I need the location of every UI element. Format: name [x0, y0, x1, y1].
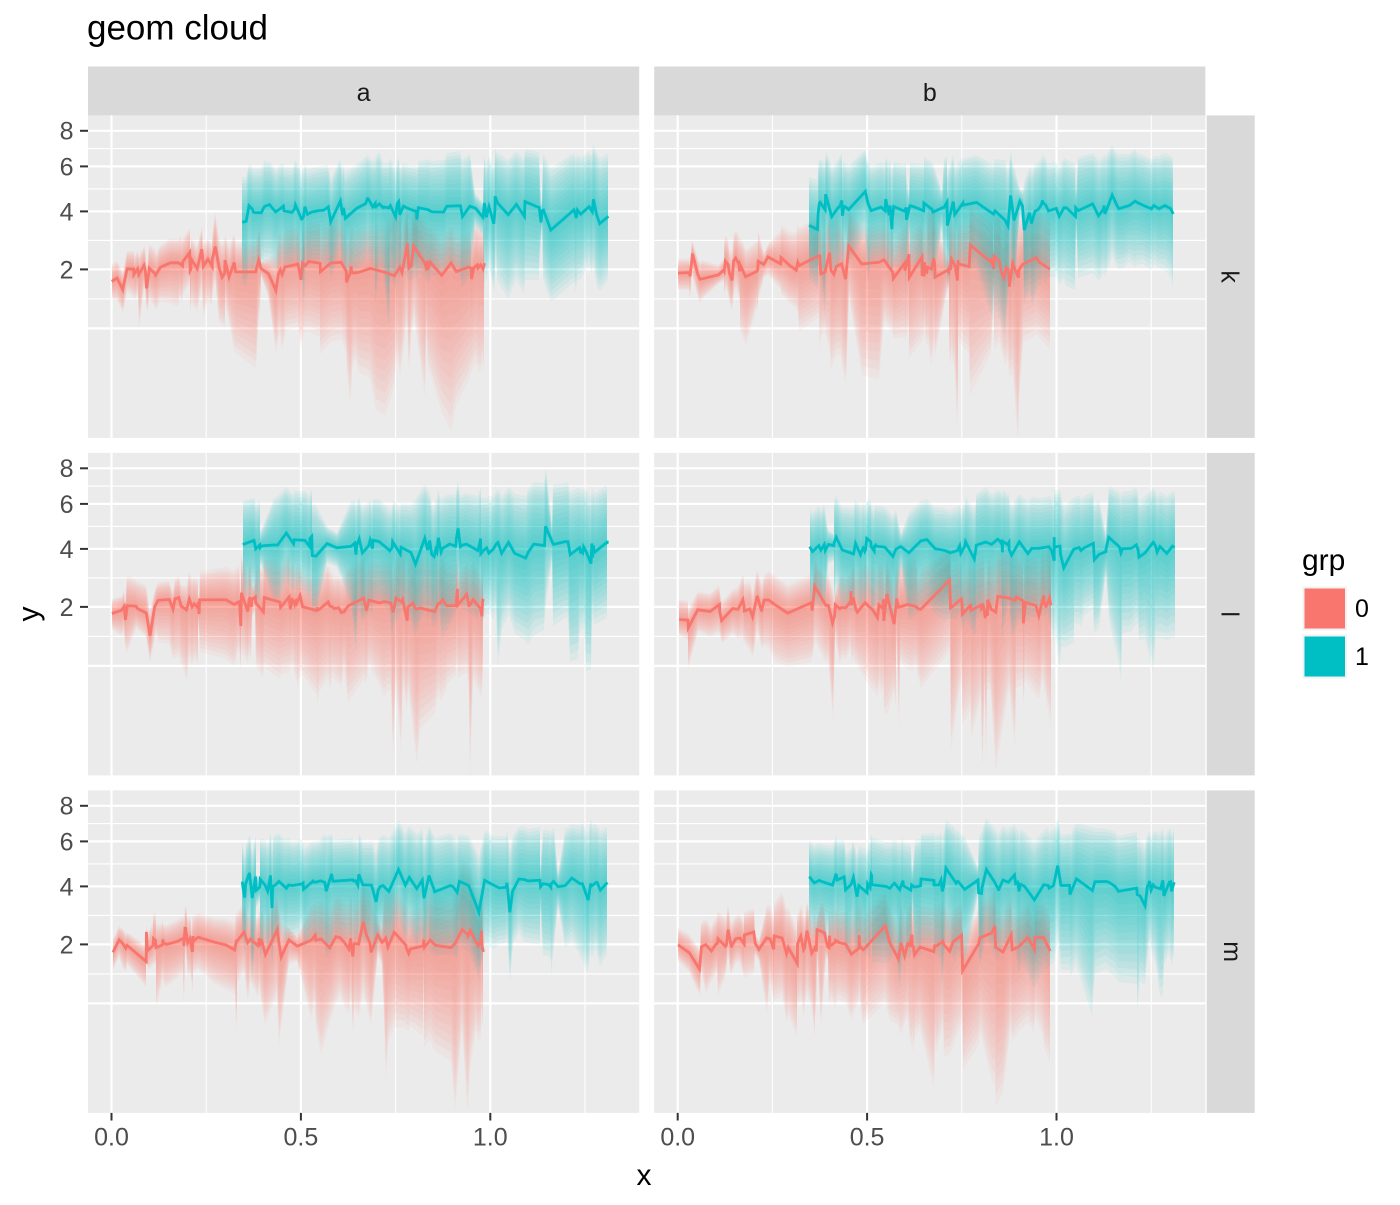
svg-text:1.0: 1.0 — [473, 1124, 508, 1152]
svg-text:geom cloud: geom cloud — [87, 9, 268, 48]
svg-text:2: 2 — [60, 931, 74, 959]
svg-text:6: 6 — [60, 491, 74, 519]
svg-text:x: x — [637, 1159, 652, 1192]
svg-text:8: 8 — [60, 455, 74, 483]
svg-text:l: l — [1215, 611, 1243, 617]
svg-text:6: 6 — [60, 828, 74, 856]
svg-text:y: y — [13, 607, 46, 622]
svg-text:grp: grp — [1302, 544, 1345, 577]
svg-text:4: 4 — [60, 536, 74, 564]
svg-text:4: 4 — [60, 198, 74, 226]
svg-text:6: 6 — [60, 153, 74, 181]
svg-text:k: k — [1215, 270, 1243, 283]
svg-text:b: b — [923, 79, 937, 107]
svg-text:0.0: 0.0 — [94, 1124, 129, 1152]
svg-text:2: 2 — [60, 594, 74, 622]
svg-text:2: 2 — [60, 256, 74, 284]
svg-text:8: 8 — [60, 118, 74, 146]
svg-text:1.0: 1.0 — [1039, 1124, 1074, 1152]
svg-text:m: m — [1218, 941, 1246, 962]
svg-text:0.5: 0.5 — [284, 1124, 319, 1152]
svg-text:a: a — [357, 79, 371, 107]
svg-text:8: 8 — [60, 793, 74, 821]
svg-text:4: 4 — [60, 873, 74, 901]
svg-text:0.0: 0.0 — [660, 1124, 695, 1152]
svg-text:0: 0 — [1355, 595, 1369, 623]
svg-text:1: 1 — [1355, 643, 1369, 671]
svg-text:0.5: 0.5 — [850, 1124, 885, 1152]
